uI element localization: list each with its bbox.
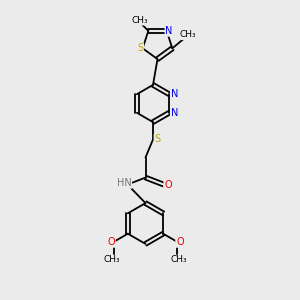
Text: S: S xyxy=(137,43,143,53)
Text: O: O xyxy=(107,237,115,247)
Text: CH₃: CH₃ xyxy=(171,255,187,265)
Text: CH₃: CH₃ xyxy=(180,30,196,39)
Text: S: S xyxy=(154,134,160,145)
Text: N: N xyxy=(171,108,178,118)
Text: O: O xyxy=(176,237,184,247)
Text: HN: HN xyxy=(116,178,131,188)
Text: CH₃: CH₃ xyxy=(131,16,148,25)
Text: N: N xyxy=(171,89,178,99)
Text: O: O xyxy=(164,179,172,190)
Text: CH₃: CH₃ xyxy=(104,255,120,265)
Text: N: N xyxy=(165,26,173,36)
